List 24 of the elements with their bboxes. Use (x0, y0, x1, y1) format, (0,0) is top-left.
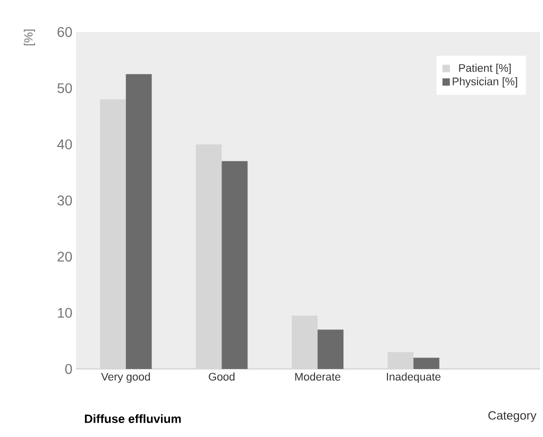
legend-label: Patient [%] (459, 64, 511, 74)
bar (318, 330, 344, 369)
y-tick-label: 60 (58, 27, 72, 37)
legend-label: Physician [%] (452, 77, 518, 88)
y-tick-label: 40 (57, 139, 72, 150)
y-tick-label: 50 (57, 83, 72, 94)
y-tick-label: 10 (58, 308, 72, 318)
y-tick-label: 20 (58, 252, 72, 262)
bar (292, 316, 318, 369)
x-tick-label: Good (208, 372, 234, 381)
bar (100, 99, 126, 369)
bar (413, 358, 440, 369)
bar (126, 74, 152, 369)
x-tick-label: Moderate (295, 372, 340, 381)
x-tick-label: Inadequate (386, 372, 440, 383)
bar (222, 161, 248, 369)
bar (196, 144, 222, 369)
y-tick-label: 0 (65, 364, 72, 374)
text: Diffuse effluvium (84, 414, 181, 424)
y-tick-label: 30 (57, 196, 72, 206)
x-tick-label: Very good (101, 372, 150, 383)
y-axis-title: [%] (24, 30, 36, 46)
bar (388, 352, 414, 369)
x-axis-title: Category (488, 411, 536, 422)
